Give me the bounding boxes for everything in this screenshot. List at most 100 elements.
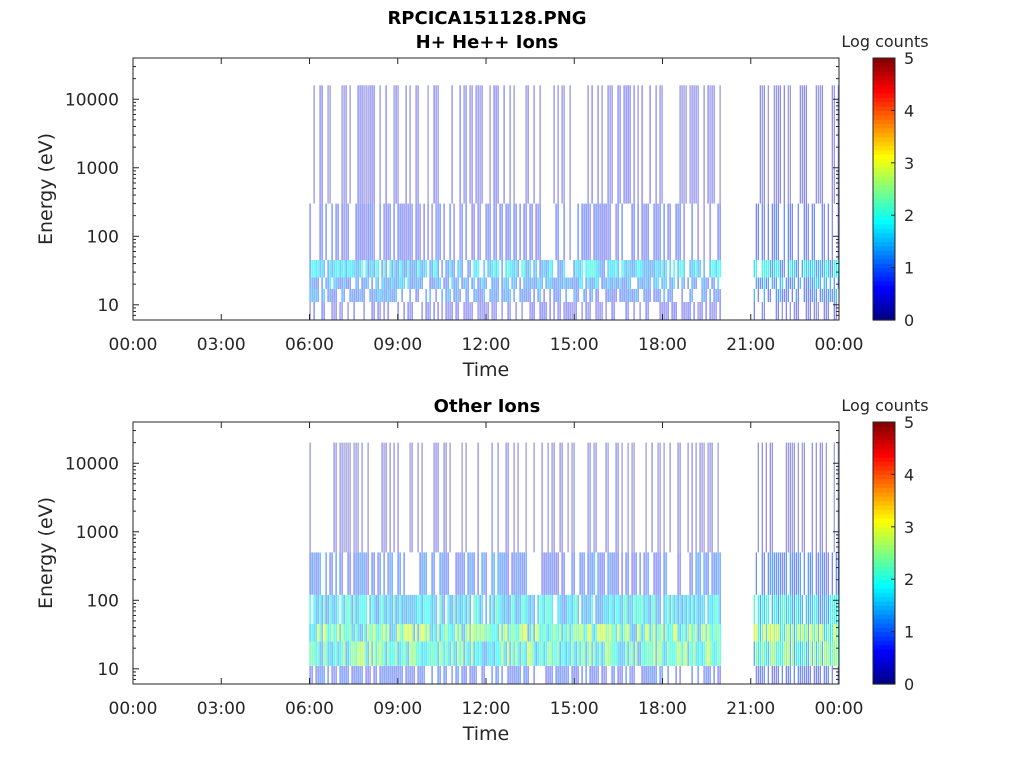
heatmap-cell [341, 277, 343, 289]
heatmap-cell [785, 289, 787, 302]
heatmap-cell [637, 624, 639, 642]
heatmap-cell [409, 641, 411, 666]
heatmap-cell [315, 552, 317, 595]
heatmap-cell [423, 666, 425, 684]
heatmap-cell [649, 641, 651, 666]
heatmap-cell [415, 203, 417, 261]
heatmap-cell [613, 277, 615, 289]
heatmap-cell [823, 552, 825, 595]
heatmap-cell [457, 552, 459, 595]
heatmap-cell [783, 594, 785, 625]
heatmap-cell [547, 277, 549, 289]
heatmap-cell [371, 260, 373, 278]
heatmap-cell [833, 260, 835, 278]
heatmap-cell [393, 641, 395, 666]
heatmap-cell [417, 666, 419, 684]
heatmap-cell [641, 666, 643, 684]
heatmap-cell [341, 302, 343, 320]
heatmap-cell [617, 552, 619, 595]
heatmap-cell [645, 203, 647, 261]
heatmap-cell [555, 552, 557, 595]
heatmap-cell [637, 203, 639, 261]
heatmap-cell [473, 289, 475, 302]
heatmap-cell [771, 552, 773, 595]
heatmap-cell [783, 624, 785, 642]
heatmap-cell [399, 624, 401, 642]
heatmap-cell [655, 203, 657, 261]
heatmap-cell [551, 594, 553, 625]
heatmap-cell [615, 624, 617, 642]
heatmap-cell [359, 624, 361, 642]
heatmap-cell [763, 641, 765, 666]
heatmap-cell [657, 442, 659, 553]
heatmap-cell [511, 594, 513, 625]
x-tick-label: 15:00 [550, 699, 599, 719]
heatmap-cell [767, 260, 769, 278]
colorbar-segment [873, 228, 895, 234]
heatmap-cell [473, 641, 475, 666]
heatmap-cell [461, 666, 463, 684]
heatmap-cell [405, 666, 407, 684]
heatmap-cell [711, 277, 713, 289]
colorbar-segment [873, 71, 895, 77]
heatmap-cell [647, 302, 649, 320]
colorbar-segment [873, 75, 895, 81]
heatmap-cell [359, 85, 361, 204]
heatmap-cell [779, 260, 781, 278]
heatmap-cell [641, 641, 643, 666]
heatmap-cell [789, 641, 791, 666]
heatmap-cell [435, 442, 437, 553]
heatmap-cell [777, 594, 779, 625]
heatmap-cell [695, 277, 697, 289]
heatmap-cell [343, 594, 345, 625]
heatmap-cell [351, 624, 353, 642]
heatmap-cell [589, 594, 591, 625]
heatmap-cell [545, 594, 547, 625]
heatmap-cell [773, 277, 775, 289]
heatmap-cell [317, 552, 319, 595]
heatmap-cell [693, 277, 695, 289]
heatmap-cell [317, 594, 319, 625]
heatmap-cell [427, 624, 429, 642]
heatmap-cell [447, 289, 449, 302]
heatmap-cell [313, 641, 315, 666]
heatmap-cell [525, 289, 527, 302]
heatmap-cell [439, 666, 441, 684]
heatmap-cell [827, 302, 829, 320]
colorbar-segment [873, 478, 895, 484]
heatmap-cell [635, 552, 637, 595]
heatmap-cell [595, 302, 597, 320]
heatmap-cell [607, 289, 609, 302]
heatmap-cell [517, 641, 519, 666]
heatmap-cell [493, 302, 495, 320]
heatmap-cell [695, 260, 697, 278]
heatmap-cell [661, 302, 663, 320]
heatmap-cell [311, 552, 313, 595]
heatmap-cell [359, 260, 361, 278]
heatmap-cell [779, 289, 781, 302]
heatmap-cell [717, 289, 719, 302]
heatmap-cell [333, 442, 335, 553]
heatmap-cell [315, 666, 317, 684]
heatmap-cell [471, 302, 473, 320]
heatmap-cell [789, 666, 791, 684]
heatmap-cell [715, 624, 717, 642]
heatmap-cell [375, 641, 377, 666]
heatmap-cell [355, 624, 357, 642]
heatmap-cell [713, 552, 715, 595]
x-tick-label: 21:00 [726, 335, 775, 355]
heatmap-cell [493, 552, 495, 595]
heatmap-cell [683, 594, 685, 625]
heatmap-cell [521, 302, 523, 320]
heatmap-cell [531, 624, 533, 642]
heatmap-cell [351, 289, 353, 302]
heatmap-cell [595, 594, 597, 625]
heatmap-cell [557, 594, 559, 625]
heatmap-cell [617, 260, 619, 278]
heatmap-cell [481, 85, 483, 204]
heatmap-cell [557, 289, 559, 302]
heatmap-cell [533, 85, 535, 204]
heatmap-cell [315, 641, 317, 666]
heatmap-cell [613, 641, 615, 666]
heatmap-cell [469, 641, 471, 666]
